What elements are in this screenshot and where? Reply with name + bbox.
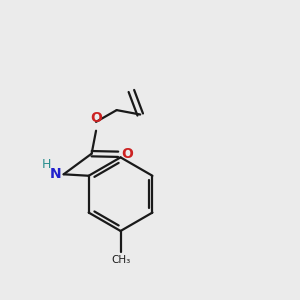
Text: CH₃: CH₃ <box>111 254 130 265</box>
Text: N: N <box>50 167 61 181</box>
Text: O: O <box>91 111 103 125</box>
Text: H: H <box>42 158 51 171</box>
Text: O: O <box>122 147 134 161</box>
